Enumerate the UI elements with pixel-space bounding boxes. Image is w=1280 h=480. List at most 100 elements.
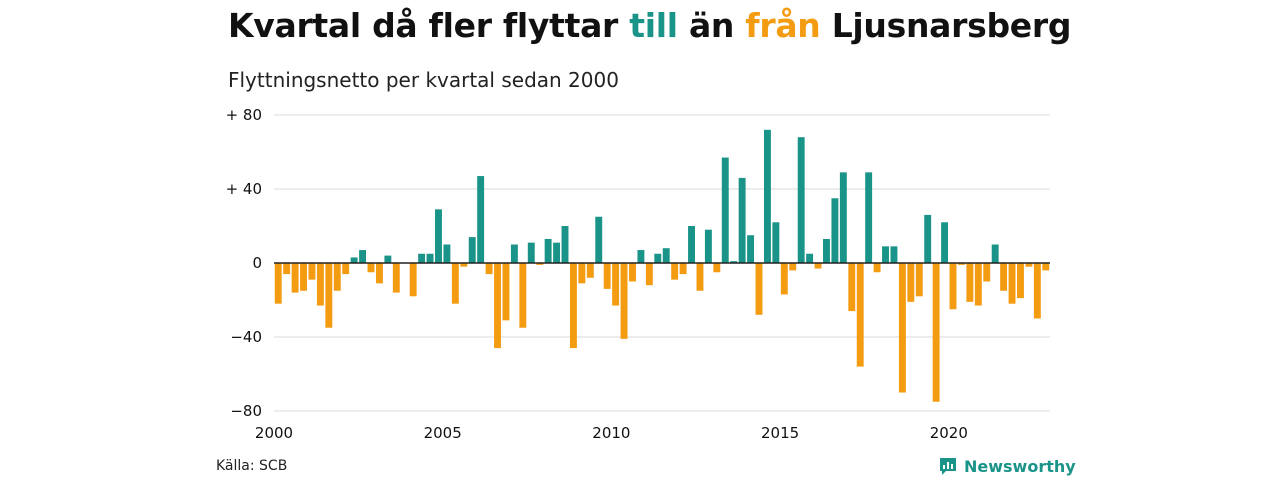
bar	[569, 263, 577, 349]
bar	[519, 263, 527, 328]
bar	[384, 255, 392, 263]
chart-title: Kvartal då fler flyttar till än från Lju…	[228, 6, 1071, 45]
x-tick-label: 2020	[930, 424, 968, 442]
bar	[544, 238, 552, 263]
bar	[443, 244, 451, 263]
bar	[772, 222, 780, 263]
bar	[350, 257, 358, 263]
bar	[325, 263, 333, 328]
y-tick-label: −40	[230, 328, 262, 346]
bar	[991, 244, 999, 263]
bar	[806, 253, 814, 263]
bar	[316, 263, 324, 306]
bar	[409, 263, 417, 297]
bar	[907, 263, 915, 302]
bar	[553, 242, 561, 263]
bar	[755, 263, 763, 315]
bar	[603, 263, 611, 289]
bar	[974, 263, 982, 306]
bar	[1033, 263, 1041, 319]
bar	[848, 263, 856, 312]
bar	[873, 263, 881, 273]
bar	[831, 198, 839, 263]
bar	[915, 263, 923, 297]
logo-text: Newsworthy	[964, 456, 1076, 476]
bar	[342, 263, 350, 275]
bar	[612, 263, 620, 306]
bar	[890, 246, 898, 263]
bar	[662, 248, 670, 263]
bar	[561, 226, 569, 263]
bar	[949, 263, 957, 310]
bar	[730, 261, 738, 263]
bar	[367, 263, 375, 273]
bar	[856, 263, 864, 367]
x-tick-label: 2005	[424, 424, 462, 442]
bar	[924, 214, 932, 263]
x-tick-label: 2010	[592, 424, 630, 442]
bar	[679, 263, 687, 275]
x-tick-label: 2015	[761, 424, 799, 442]
bar	[536, 263, 544, 265]
bar	[957, 263, 965, 265]
bar	[932, 263, 940, 402]
bar	[814, 263, 822, 269]
y-tick-label: −80	[230, 402, 262, 420]
bar	[435, 209, 442, 263]
bar	[375, 263, 383, 284]
bar	[451, 263, 459, 304]
title-text-1: Kvartal då fler flyttar	[228, 6, 630, 45]
bar	[291, 263, 299, 293]
y-tick-label: + 80	[226, 106, 262, 124]
chart-subtitle: Flyttningsnetto per kvartal sedan 2000	[228, 68, 619, 92]
bar	[713, 263, 721, 273]
bar	[300, 263, 307, 291]
bar	[308, 263, 316, 280]
bar	[763, 129, 771, 263]
title-text-2: än	[677, 6, 746, 45]
bar	[983, 263, 991, 282]
y-tick-label: + 40	[226, 180, 262, 198]
bar	[688, 226, 695, 263]
bar	[595, 216, 603, 263]
bar	[865, 172, 873, 263]
bar	[274, 263, 282, 304]
bar	[1000, 263, 1008, 291]
bar	[637, 250, 645, 263]
bar	[426, 253, 434, 263]
bar	[1008, 263, 1016, 304]
bar	[485, 263, 493, 275]
bar	[823, 238, 830, 263]
bar	[721, 157, 729, 263]
bar	[882, 246, 889, 263]
bar	[468, 237, 476, 263]
bar	[671, 263, 679, 280]
bar	[1017, 263, 1024, 299]
bar	[966, 263, 974, 302]
newsworthy-logo: Newsworthy	[938, 456, 1076, 476]
bar	[654, 253, 662, 263]
bar	[620, 263, 628, 339]
title-highlight-from: från	[745, 6, 821, 45]
bar	[578, 263, 586, 284]
bar	[477, 176, 485, 263]
x-tick-label: 2000	[255, 424, 293, 442]
bar	[502, 263, 510, 321]
source-note: Källa: SCB	[216, 458, 288, 474]
bar	[418, 253, 426, 263]
title-highlight-to: till	[629, 6, 678, 45]
bar	[333, 263, 341, 291]
y-tick-label: 0	[252, 254, 262, 272]
bar	[645, 263, 653, 286]
bar	[527, 242, 535, 263]
bar	[283, 263, 291, 275]
bar	[586, 263, 594, 278]
bar	[696, 263, 704, 291]
bar	[359, 250, 367, 263]
bar	[839, 172, 847, 263]
bar	[747, 235, 755, 263]
bar	[629, 263, 636, 282]
bar	[704, 229, 712, 263]
bar	[392, 263, 400, 293]
